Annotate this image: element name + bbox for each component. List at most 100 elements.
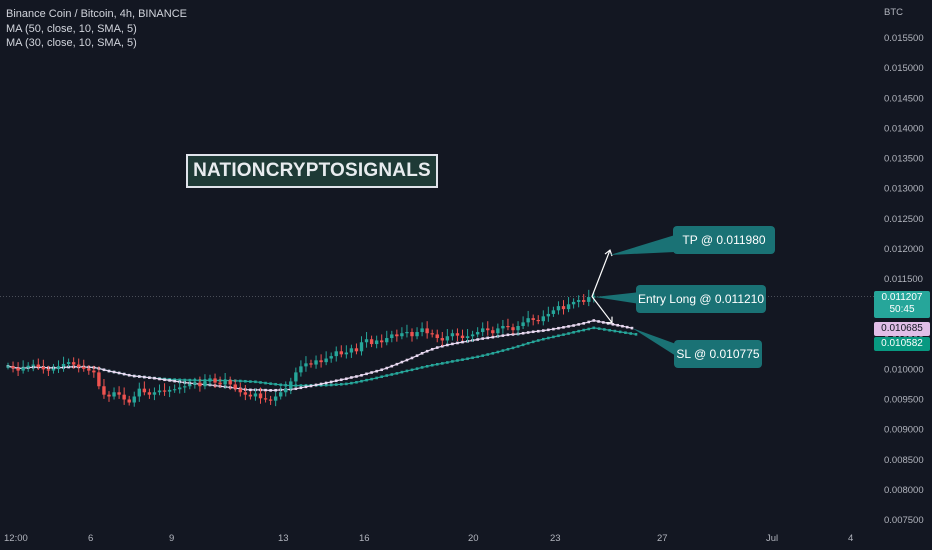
entry-callout[interactable]: Entry Long @ 0.011210 [636, 285, 766, 313]
candle-body [193, 382, 197, 385]
axis-unit-label: BTC [884, 7, 903, 18]
ma-marker [188, 378, 192, 382]
candle-body [284, 388, 288, 393]
ma-marker [380, 375, 383, 379]
y-tick-label: 0.010000 [884, 364, 924, 375]
x-tick-label: 12:00 [4, 533, 28, 544]
candle-body [541, 316, 545, 322]
indicator-ma-30[interactable]: MA (30, close, 10, SMA, 5) [6, 37, 137, 49]
x-tick-label: 16 [359, 533, 370, 544]
y-tick-label: 0.011500 [884, 274, 923, 285]
x-tick-label: 4 [848, 533, 853, 544]
candle-body [592, 296, 596, 298]
ma-marker [355, 375, 358, 378]
ma-marker [304, 385, 308, 389]
ma-marker [395, 362, 399, 366]
ma-marker [365, 378, 368, 382]
ma-slow-tag: 0.010582 [874, 337, 930, 351]
sl-callout[interactable]: SL @ 0.010775 [674, 340, 762, 368]
ma-marker [562, 333, 565, 336]
candle-body [334, 351, 338, 357]
ma-marker [491, 352, 495, 355]
y-tick-label: 0.015000 [884, 63, 924, 74]
ma-marker [466, 357, 469, 361]
tp-callout[interactable]: TP @ 0.011980 [673, 226, 775, 254]
bar-countdown: 50:45 [889, 304, 915, 315]
candle-body [521, 322, 525, 326]
ma-marker [542, 337, 545, 341]
ma-marker [375, 376, 378, 380]
last-price-value: 0.011207 [881, 292, 923, 303]
symbol-title[interactable]: Binance Coin / Bitcoin, 4h, BINANCE [6, 8, 187, 20]
ma-marker [360, 379, 363, 383]
candle-body [122, 394, 126, 400]
ma-marker [577, 329, 580, 333]
candle-body [364, 339, 369, 343]
ma-marker [345, 377, 348, 381]
ma-marker [334, 379, 338, 383]
candle-body [319, 360, 323, 363]
ma-marker [587, 327, 591, 331]
ma-marker [597, 320, 600, 323]
ma-marker [613, 329, 617, 333]
ma-marker [567, 332, 570, 335]
ma-marker [496, 350, 500, 354]
ma-marker [572, 331, 575, 334]
candle-body [470, 334, 475, 337]
time-axis[interactable]: 12:00 6 9 13 16 20 23 27 Jul 4 [4, 533, 853, 544]
ma-marker [400, 360, 404, 364]
ma-marker [173, 379, 176, 383]
ma-marker [279, 383, 282, 387]
ma-marker [531, 330, 535, 334]
candle-body [253, 393, 258, 397]
candle-body [531, 318, 535, 320]
ma-marker [269, 382, 272, 385]
ma-marker [274, 388, 277, 392]
ma-marker [451, 342, 454, 346]
candle-body [61, 363, 66, 367]
ma-marker [178, 378, 181, 382]
ma-marker [461, 340, 464, 344]
ma-line [7, 327, 637, 387]
ma-marker [415, 354, 419, 358]
ma-marker [355, 380, 358, 384]
ma-marker [319, 382, 323, 386]
sl-arrowhead [606, 316, 613, 324]
candle-body [51, 368, 56, 371]
candle-body [546, 313, 551, 317]
ma-marker [294, 384, 298, 387]
candle-body [445, 336, 450, 341]
candle-body [324, 358, 328, 363]
candle-body [87, 368, 91, 371]
candle-body [576, 300, 581, 302]
ma-slow-series [6, 326, 638, 387]
ma-marker [249, 388, 252, 392]
y-tick-label: 0.014500 [884, 93, 924, 104]
candle-body [435, 334, 439, 339]
ma-marker [616, 323, 619, 327]
candles [6, 289, 596, 407]
ma-marker [314, 383, 318, 387]
brand-watermark: NATIONCRYPTOSIGNALS [186, 154, 438, 188]
ma-marker [269, 389, 272, 392]
candle-body [359, 342, 364, 352]
ma-marker [624, 331, 627, 334]
candle-body [258, 393, 263, 399]
candle-body [112, 392, 116, 397]
indicator-ma-50[interactable]: MA (50, close, 10, SMA, 5) [6, 22, 137, 35]
ma-marker [456, 359, 459, 362]
ma-marker [158, 377, 161, 381]
candle-body [410, 332, 414, 337]
x-tick-label: Jul [766, 533, 778, 544]
price-axis[interactable]: BTC 0.015500 0.015000 0.014500 0.014000 0.01… [884, 7, 924, 526]
y-tick-label: 0.008500 [884, 455, 924, 466]
candle-body [162, 390, 167, 392]
candle-body [496, 328, 500, 334]
candle-body [344, 352, 349, 355]
ma-marker [536, 339, 540, 342]
candle-body [309, 363, 313, 365]
candle-body [11, 366, 15, 369]
ma-marker [345, 382, 348, 386]
ma-marker [486, 336, 490, 340]
